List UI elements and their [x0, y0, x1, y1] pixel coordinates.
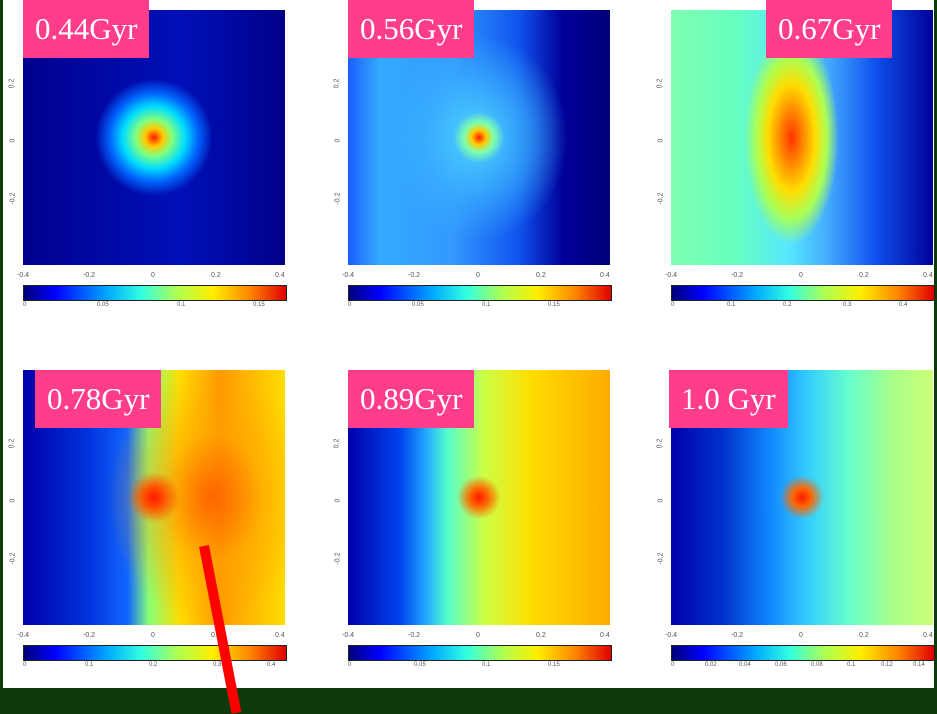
panel-0-56gyr: 0.2 0 -0.2 -0.4 -0.2 0 0.2 0.4 0 0.05 0.…	[328, 0, 628, 336]
time-label: 0.67Gyr	[766, 0, 893, 58]
x-tick: -0.2	[731, 272, 744, 279]
x-tick: 0	[476, 272, 480, 279]
colorbar	[671, 285, 935, 301]
x-tick: -0.2	[731, 632, 744, 639]
x-tick: 0.4	[923, 272, 933, 279]
x-tick: 0	[151, 272, 155, 279]
colorbar	[23, 645, 287, 661]
time-label: 0.89Gyr	[348, 370, 475, 428]
x-tick: 0.2	[536, 632, 546, 639]
x-tick: 0.4	[923, 632, 933, 639]
x-tick: 0.4	[600, 272, 610, 279]
time-label: 0.78Gyr	[35, 370, 162, 428]
colorbar-ticks: 0 0.1 0.2 0.3 0.4	[671, 302, 908, 308]
x-tick: 0.4	[600, 632, 610, 639]
x-tick: -0.2	[83, 272, 96, 279]
x-tick: -0.4	[342, 272, 355, 279]
x-tick: 0.4	[275, 272, 285, 279]
density-plot	[23, 370, 285, 625]
panel-0-89gyr: 0.2 0 -0.2 -0.4 -0.2 0 0.2 0.4 0 0.05 0.…	[328, 360, 628, 696]
colorbar	[671, 645, 935, 661]
time-label: 0.44Gyr	[23, 0, 150, 58]
colorbar-ticks: 0 0.05 0.1 0.15	[348, 302, 560, 308]
x-tick: -0.2	[408, 632, 421, 639]
density-plot	[348, 10, 610, 265]
x-tick: -0.4	[665, 272, 678, 279]
time-label: 0.56Gyr	[348, 0, 475, 58]
panel-1-0gyr: 0.2 0 -0.2 -0.4 -0.2 0 0.2 0.4 0 0.02 0.…	[651, 360, 937, 696]
panel-0-67gyr: 0.2 0 -0.2 -0.4 -0.2 0 0.2 0.4 0 0.1 0.2…	[651, 0, 937, 336]
colorbar	[348, 645, 612, 661]
x-tick: 0	[799, 632, 803, 639]
x-tick: 0	[476, 632, 480, 639]
colorbar-ticks: 0 0.02 0.04 0.06 0.08 0.1 0.12 0.14	[671, 662, 925, 668]
time-label: 1.0 Gyr	[669, 370, 788, 428]
x-tick: -0.4	[17, 632, 30, 639]
colorbar-ticks: 0 0.05 0.1 0.15	[23, 302, 265, 308]
colorbar	[348, 285, 612, 301]
colorbar-ticks: 0 0.05 0.1 0.15	[348, 662, 560, 668]
figure-sheet: 0.2 0 -0.2 -0.4 -0.2 0 0.2 0.4 0 0.05 0.…	[3, 0, 937, 714]
colorbar	[23, 285, 287, 301]
x-tick: -0.4	[342, 632, 355, 639]
panel-0-44gyr: 0.2 0 -0.2 -0.4 -0.2 0 0.2 0.4 0 0.05 0.…	[3, 0, 303, 336]
x-tick: 0.2	[859, 632, 869, 639]
x-tick: 0.2	[211, 272, 221, 279]
x-tick: -0.2	[83, 632, 96, 639]
x-tick: -0.4	[17, 272, 30, 279]
colorbar-ticks: 0 0.1 0.2 0.3 0.4	[23, 662, 276, 668]
x-tick: 0	[151, 632, 155, 639]
x-tick: 0.4	[275, 632, 285, 639]
panel-0-78gyr: 0.2 0 -0.2 -0.4 -0.2 0 0.2 0.4 0 0.1 0.2…	[3, 360, 303, 696]
x-tick: 0	[799, 272, 803, 279]
x-tick: 0.2	[859, 272, 869, 279]
x-tick: 0.2	[536, 272, 546, 279]
x-tick: -0.2	[408, 272, 421, 279]
x-tick: -0.4	[665, 632, 678, 639]
